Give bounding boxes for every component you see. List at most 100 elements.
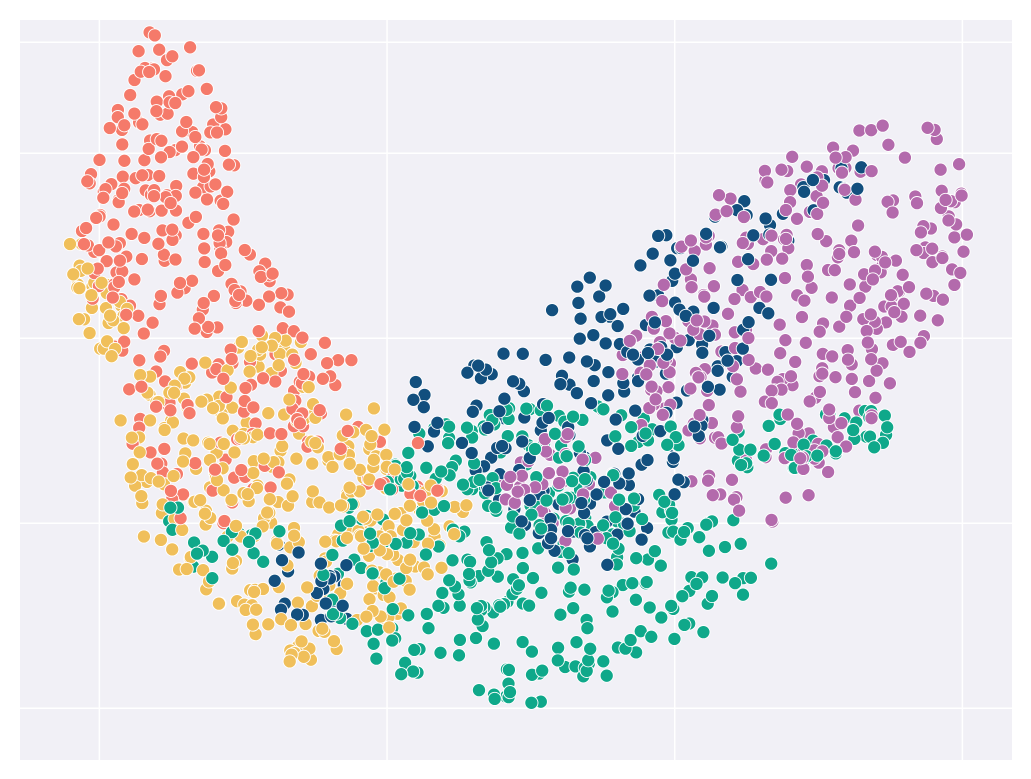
data-point	[925, 241, 940, 256]
data-point	[764, 512, 779, 527]
data-point	[312, 403, 327, 418]
data-point	[320, 356, 335, 371]
data-point	[408, 374, 423, 390]
data-point	[451, 648, 467, 663]
data-point	[135, 168, 150, 183]
data-point	[741, 252, 756, 267]
data-point	[272, 524, 287, 539]
data-point	[539, 398, 555, 413]
data-point	[142, 64, 157, 80]
data-point	[625, 576, 640, 591]
data-point	[269, 536, 285, 551]
data-point	[268, 374, 283, 389]
data-point	[579, 354, 594, 369]
data-point	[812, 324, 827, 339]
data-point	[267, 573, 282, 588]
data-point	[241, 534, 257, 549]
data-point	[553, 607, 568, 622]
data-point	[115, 169, 130, 184]
data-point	[103, 308, 118, 323]
data-point	[339, 530, 355, 545]
data-point	[163, 500, 178, 515]
data-point	[793, 451, 808, 466]
data-point	[186, 150, 201, 165]
data-point	[193, 493, 208, 508]
data-point	[296, 649, 311, 664]
data-point	[608, 429, 623, 444]
data-point	[720, 306, 736, 321]
data-point	[413, 488, 428, 503]
data-point	[418, 547, 433, 562]
data-point	[867, 440, 882, 455]
data-point	[151, 474, 166, 489]
data-point	[407, 419, 422, 434]
data-point	[134, 379, 149, 394]
data-point	[234, 334, 249, 349]
data-point	[136, 529, 151, 544]
data-point	[365, 566, 380, 581]
data-point	[852, 123, 867, 138]
data-point	[282, 392, 297, 407]
data-point	[153, 288, 168, 303]
data-point	[796, 437, 811, 452]
data-point	[735, 587, 751, 602]
data-point	[249, 602, 264, 617]
data-point	[402, 498, 417, 513]
data-point	[157, 441, 172, 456]
data-point	[134, 489, 149, 504]
data-point	[364, 429, 379, 444]
data-point	[757, 163, 772, 178]
data-point	[294, 634, 309, 649]
data-point	[715, 570, 730, 585]
data-point	[460, 365, 475, 380]
data-point	[828, 444, 843, 459]
data-point	[741, 330, 756, 346]
data-point	[656, 277, 671, 292]
data-point	[256, 554, 271, 569]
data-point	[182, 406, 197, 421]
data-point	[102, 120, 117, 136]
data-point	[135, 117, 150, 132]
data-point	[844, 371, 859, 386]
data-point	[383, 482, 398, 497]
data-point	[401, 477, 416, 492]
data-point	[598, 278, 613, 293]
data-point	[952, 157, 967, 172]
data-point	[251, 297, 266, 312]
data-point	[379, 447, 394, 462]
data-point	[705, 488, 720, 503]
data-point	[149, 104, 164, 119]
data-point	[305, 484, 320, 499]
data-point	[225, 542, 240, 557]
data-point	[541, 410, 556, 425]
data-point	[561, 546, 576, 561]
data-point	[80, 261, 95, 276]
data-point	[136, 326, 151, 341]
data-point	[756, 448, 771, 463]
data-point	[370, 507, 385, 522]
data-point	[234, 462, 249, 478]
data-point	[344, 353, 359, 368]
data-point	[410, 435, 425, 451]
data-point	[274, 553, 290, 568]
data-point	[317, 335, 332, 350]
data-point	[727, 291, 742, 307]
data-point	[471, 683, 487, 698]
data-point	[158, 69, 173, 84]
data-point	[275, 439, 290, 454]
data-point	[459, 498, 474, 513]
data-point	[261, 617, 276, 632]
data-point	[339, 407, 354, 422]
data-point	[94, 275, 109, 290]
data-point	[503, 469, 518, 484]
data-point	[633, 258, 648, 273]
data-point	[295, 330, 310, 345]
data-point	[734, 457, 749, 473]
data-point	[600, 557, 615, 572]
data-point	[260, 505, 275, 520]
data-point	[127, 106, 142, 121]
data-point	[251, 324, 266, 339]
data-point	[242, 364, 257, 379]
